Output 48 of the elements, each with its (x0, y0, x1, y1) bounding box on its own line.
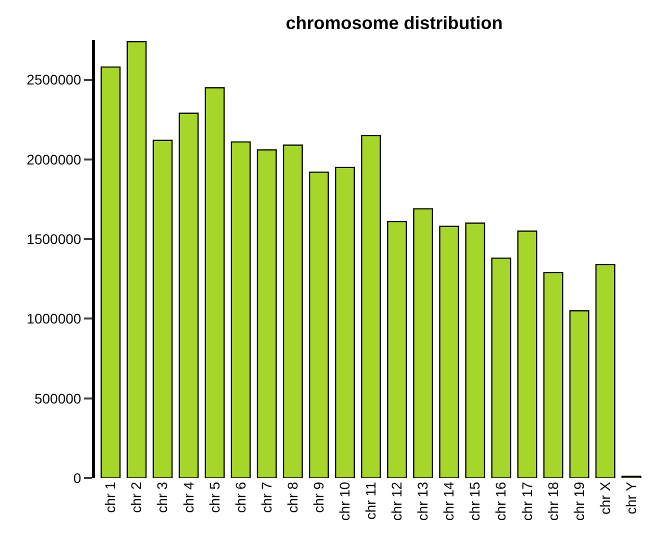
bar (491, 258, 512, 478)
x-tick-label: chr 17 (518, 482, 535, 521)
x-tick-label: chr 16 (492, 482, 509, 521)
x-tick-label: chr 15 (466, 482, 483, 521)
bar (126, 40, 147, 478)
bar (204, 87, 225, 478)
y-tick-label: 1000000 (26, 310, 82, 327)
bar (256, 149, 277, 478)
bar (387, 220, 408, 478)
y-tick-label: 0 (73, 470, 82, 486)
bar (595, 264, 616, 478)
x-tick-label: chr 2 (128, 482, 144, 513)
x-tick-label: chr 6 (232, 482, 248, 513)
x-tick-label: chr 11 (362, 482, 379, 520)
y-tick-label: 2500000 (26, 72, 82, 88)
x-tick-label: chr 9 (310, 482, 326, 513)
bar (308, 172, 329, 478)
x-tick-label: chr 7 (258, 482, 274, 513)
x-tick-label: chr 14 (440, 482, 457, 521)
bar (334, 166, 355, 478)
x-tick-label: chr X (596, 481, 613, 514)
bar (152, 140, 173, 478)
y-tick-label: 2000000 (26, 151, 82, 168)
x-tick-label: chr 19 (570, 482, 587, 521)
bar (230, 141, 251, 478)
x-tick-label: chr 12 (388, 482, 405, 521)
x-tick-label: chr Y (622, 481, 639, 514)
bar (413, 208, 434, 478)
bar (282, 144, 303, 478)
bar (178, 112, 199, 478)
bar (543, 272, 564, 478)
y-tick-label: 1500000 (26, 230, 82, 247)
bar (569, 310, 590, 478)
bar (361, 134, 381, 478)
x-tick-label: chr 3 (154, 482, 170, 513)
bar (465, 222, 486, 478)
x-tick-label: chr 4 (180, 482, 196, 513)
chart-title: chromosome distribution (286, 13, 503, 34)
y-tick-label: 500000 (34, 390, 82, 406)
x-tick-label: chr 10 (336, 482, 353, 521)
x-tick-label: chr 18 (544, 482, 561, 521)
x-tick-label: chr 5 (206, 482, 222, 513)
x-tick-label: chr 8 (284, 482, 300, 513)
x-tick-label: chr 13 (414, 482, 431, 521)
bar (439, 226, 460, 478)
x-tick-label: chr 1 (102, 482, 118, 513)
bar (517, 230, 538, 478)
bar (100, 66, 121, 478)
